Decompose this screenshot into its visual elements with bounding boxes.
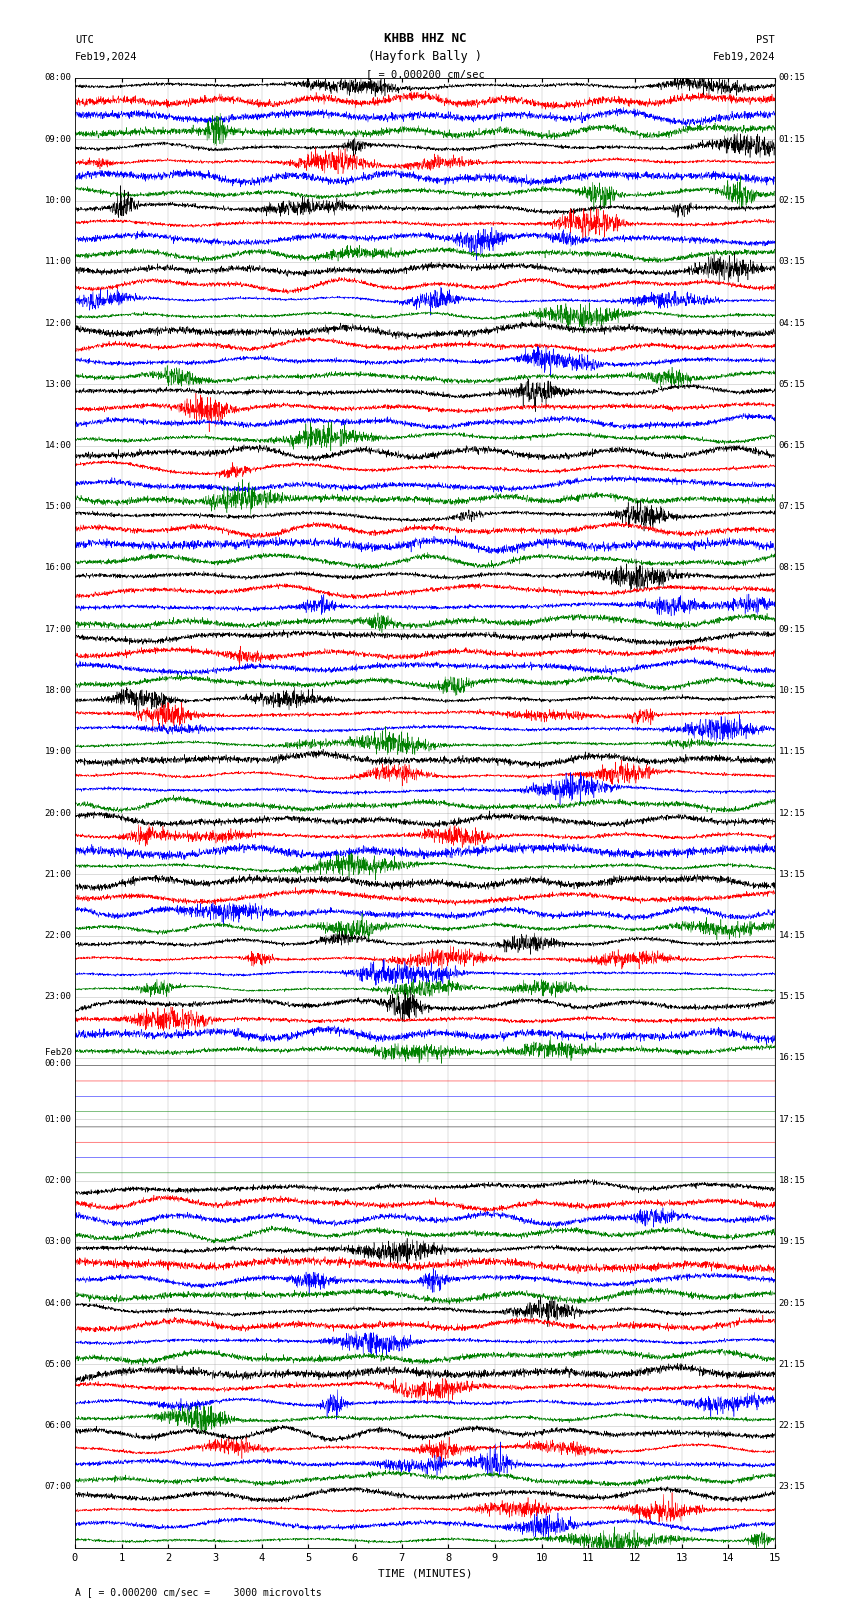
Text: 00:15: 00:15: [779, 74, 805, 82]
Text: 14:00: 14:00: [45, 440, 71, 450]
Text: 02:15: 02:15: [779, 197, 805, 205]
Text: Feb20
00:00: Feb20 00:00: [45, 1048, 71, 1068]
Text: 13:15: 13:15: [779, 869, 805, 879]
Text: UTC: UTC: [75, 35, 94, 45]
Text: 23:15: 23:15: [779, 1482, 805, 1492]
Text: 04:15: 04:15: [779, 318, 805, 327]
Text: 04:00: 04:00: [45, 1298, 71, 1308]
Text: 03:15: 03:15: [779, 256, 805, 266]
Text: 23:00: 23:00: [45, 992, 71, 1002]
Text: 11:15: 11:15: [779, 747, 805, 756]
Text: 03:00: 03:00: [45, 1237, 71, 1247]
Text: 05:00: 05:00: [45, 1360, 71, 1369]
Text: 12:15: 12:15: [779, 808, 805, 818]
Text: 21:15: 21:15: [779, 1360, 805, 1369]
Text: 05:15: 05:15: [779, 379, 805, 389]
Text: PST: PST: [756, 35, 775, 45]
Text: A [ = 0.000200 cm/sec =    3000 microvolts: A [ = 0.000200 cm/sec = 3000 microvolts: [75, 1587, 322, 1597]
X-axis label: TIME (MINUTES): TIME (MINUTES): [377, 1568, 473, 1579]
Text: 15:00: 15:00: [45, 502, 71, 511]
Text: 09:15: 09:15: [779, 624, 805, 634]
Text: 10:00: 10:00: [45, 197, 71, 205]
Text: KHBB HHZ NC: KHBB HHZ NC: [383, 32, 467, 45]
Text: 08:00: 08:00: [45, 74, 71, 82]
Text: 15:15: 15:15: [779, 992, 805, 1002]
Text: 08:15: 08:15: [779, 563, 805, 573]
Text: Feb19,2024: Feb19,2024: [75, 52, 138, 61]
Text: 18:15: 18:15: [779, 1176, 805, 1186]
Text: 06:15: 06:15: [779, 440, 805, 450]
Text: 17:15: 17:15: [779, 1115, 805, 1124]
Text: 06:00: 06:00: [45, 1421, 71, 1431]
Text: 16:15: 16:15: [779, 1053, 805, 1063]
Text: 19:00: 19:00: [45, 747, 71, 756]
Text: 14:15: 14:15: [779, 931, 805, 940]
Text: 20:15: 20:15: [779, 1298, 805, 1308]
Text: 22:00: 22:00: [45, 931, 71, 940]
Text: 22:15: 22:15: [779, 1421, 805, 1431]
Text: 02:00: 02:00: [45, 1176, 71, 1186]
Text: 07:15: 07:15: [779, 502, 805, 511]
Text: 18:00: 18:00: [45, 686, 71, 695]
Text: 16:00: 16:00: [45, 563, 71, 573]
Text: 21:00: 21:00: [45, 869, 71, 879]
Text: 01:00: 01:00: [45, 1115, 71, 1124]
Text: 20:00: 20:00: [45, 808, 71, 818]
Text: 10:15: 10:15: [779, 686, 805, 695]
Text: 07:00: 07:00: [45, 1482, 71, 1492]
Text: 11:00: 11:00: [45, 256, 71, 266]
Text: 01:15: 01:15: [779, 135, 805, 144]
Text: 17:00: 17:00: [45, 624, 71, 634]
Text: [ = 0.000200 cm/sec: [ = 0.000200 cm/sec: [366, 69, 484, 79]
Text: 09:00: 09:00: [45, 135, 71, 144]
Text: (Hayfork Bally ): (Hayfork Bally ): [368, 50, 482, 63]
Text: 13:00: 13:00: [45, 379, 71, 389]
Text: Feb19,2024: Feb19,2024: [712, 52, 775, 61]
Text: 12:00: 12:00: [45, 318, 71, 327]
Text: 19:15: 19:15: [779, 1237, 805, 1247]
